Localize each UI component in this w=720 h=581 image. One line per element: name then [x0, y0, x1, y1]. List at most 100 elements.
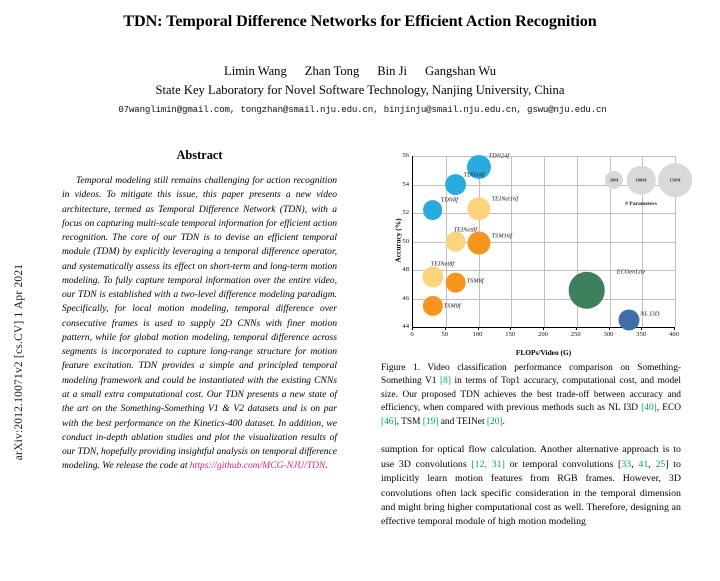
legend-bubble-label: 30M	[609, 177, 619, 183]
abstract-text: Temporal modeling still remains challeng…	[62, 175, 337, 472]
legend-bubble	[604, 170, 624, 190]
legend-bubble-label: 100M	[635, 177, 647, 183]
chart-point-label: TSM16f	[491, 232, 512, 240]
x-tick-mark	[575, 327, 577, 330]
chart-data-point	[466, 155, 491, 180]
x-tick-mark	[510, 327, 512, 330]
citation-ref[interactable]: [46]	[381, 416, 397, 427]
gridline-horizontal	[413, 241, 675, 243]
gridline-horizontal	[413, 156, 675, 157]
x-tick-label: 350	[636, 331, 647, 338]
legend-bubble-label: 150M	[669, 177, 681, 183]
abstract-heading: Abstract	[176, 148, 223, 162]
y-tick-label: 48	[402, 266, 409, 273]
chart-data-point	[568, 271, 605, 309]
left-column: Abstract Temporal modeling still remains…	[62, 148, 337, 474]
gridline-horizontal	[413, 298, 675, 300]
legend-title: # Parameters	[625, 201, 657, 207]
author-list: Limin Wang Zhan Tong Bin Ji Gangshan Wu	[40, 64, 680, 79]
chart-data-point	[618, 309, 640, 331]
y-tick-label: 56	[402, 152, 409, 159]
x-tick-mark	[543, 327, 544, 330]
body-text: sumption for optical flow calculation. A…	[381, 444, 681, 470]
caption-text: , ECO	[656, 403, 681, 414]
author-name: Gangshan Wu	[425, 64, 496, 78]
citation-ref[interactable]: 31]	[491, 458, 505, 470]
y-tick-label: 54	[402, 180, 409, 188]
x-tick-mark	[477, 327, 479, 330]
y-tick-label: 46	[402, 294, 409, 302]
body-text: ,	[648, 458, 656, 470]
citation-ref[interactable]: [40]	[641, 403, 657, 414]
y-tick-label: 52	[402, 209, 409, 216]
x-tick-label: 300	[603, 331, 614, 338]
chart-point-label: TEINet16f	[491, 195, 519, 203]
chart-point-label: TEINet8f	[430, 260, 455, 268]
caption-text: , TSM	[396, 416, 423, 427]
x-axis-label: FLOPs/Video (G)	[515, 348, 572, 357]
arxiv-stamp: arXiv:2012.10071v2 [cs.CV] 1 Apr 2021	[13, 263, 25, 461]
chart-point-label: TEINet8f	[453, 226, 477, 233]
citation-ref[interactable]: [8]	[440, 376, 451, 387]
chart-data-point	[422, 266, 444, 288]
caption-text: and TEINet	[438, 416, 487, 427]
x-tick-label: 200	[538, 331, 548, 338]
body-text: ] to implicitly learn motion features fr…	[381, 458, 681, 528]
chart-data-point	[422, 200, 443, 221]
citation-ref[interactable]: [20]	[486, 416, 503, 427]
code-repo-link[interactable]: https://github.com/MCG-NJU/TDN	[189, 460, 326, 472]
legend-bubble	[626, 165, 656, 195]
y-tick-label: 50	[402, 237, 409, 245]
gridline-vertical	[675, 156, 676, 327]
gridline-horizontal	[413, 270, 675, 271]
chart-point-label: TDN8f	[440, 196, 459, 204]
body-text: or temporal convolutions [	[504, 458, 622, 470]
x-tick-label: 400	[669, 331, 679, 338]
chart-point-label: TDN24f	[488, 152, 510, 160]
x-tick-mark	[608, 327, 610, 330]
caption-text: in terms of Top1 accuracy, computational…	[381, 376, 681, 414]
author-name: Zhan Tong	[304, 64, 360, 78]
caption-text: .	[502, 416, 505, 427]
x-tick-mark	[444, 327, 446, 330]
citation-ref[interactable]: [19]	[422, 416, 439, 427]
x-tick-label: 150	[505, 331, 516, 338]
chart-point-label: ECOenLite	[616, 268, 646, 276]
citation-ref[interactable]: 33	[621, 458, 632, 470]
x-tick-mark	[674, 327, 675, 330]
author-name: Limin Wang	[224, 64, 287, 78]
chart-plot-area: TDN24f TDN16f TDN8f TEINet16f TEINet8f TSM16f…	[412, 152, 692, 331]
citation-ref[interactable]: ,	[484, 458, 492, 470]
chart-data-point	[422, 295, 443, 316]
abstract-body: Temporal modeling still remains challeng…	[62, 174, 337, 474]
figure-caption: Figure 1. Video classification performan…	[381, 362, 681, 429]
body-paragraph: sumption for optical flow calculation. A…	[381, 443, 681, 530]
citation-ref[interactable]: [12	[471, 458, 485, 470]
body-text: ,	[631, 458, 639, 470]
right-column: TDN24f TDN16f TDN8f TEINet16f TEINet8f TSM16f…	[381, 148, 692, 530]
x-tick-mark	[641, 327, 643, 330]
chart-data-point	[444, 173, 467, 196]
author-emails: 07wanglimin@gmail.com, tongzhan@smail.nj…	[118, 104, 607, 115]
abstract-period: .	[325, 460, 328, 472]
x-tick-label: 50	[441, 331, 449, 338]
affiliation: State Key Laboratory for Novel Software …	[155, 83, 565, 97]
x-tick-mark	[412, 327, 413, 330]
figure-1: TDN24f TDN16f TDN8f TEINet16f TEINet8f TSM16f…	[381, 148, 692, 358]
x-tick-label: 100	[472, 331, 483, 338]
citation-ref[interactable]: 25	[655, 458, 666, 470]
x-tick-label: 0	[410, 331, 414, 338]
y-tick-label: 44	[402, 323, 409, 330]
legend-bubble	[658, 163, 692, 197]
chart-point-label: TSM8f	[466, 277, 484, 285]
author-name: Bin Ji	[377, 64, 408, 78]
chart-data-point	[466, 197, 491, 221]
chart-data-point	[466, 231, 491, 255]
citation-ref[interactable]: 41	[638, 458, 649, 470]
x-tick-label: 250	[570, 331, 581, 338]
chart-data-point	[445, 231, 466, 252]
page-title: TDN: Temporal Difference Networks for Ef…	[123, 12, 597, 30]
chart-data-point	[445, 272, 466, 294]
gridline-horizontal	[413, 213, 675, 214]
chart-point-label: TDN16f	[463, 171, 485, 178]
